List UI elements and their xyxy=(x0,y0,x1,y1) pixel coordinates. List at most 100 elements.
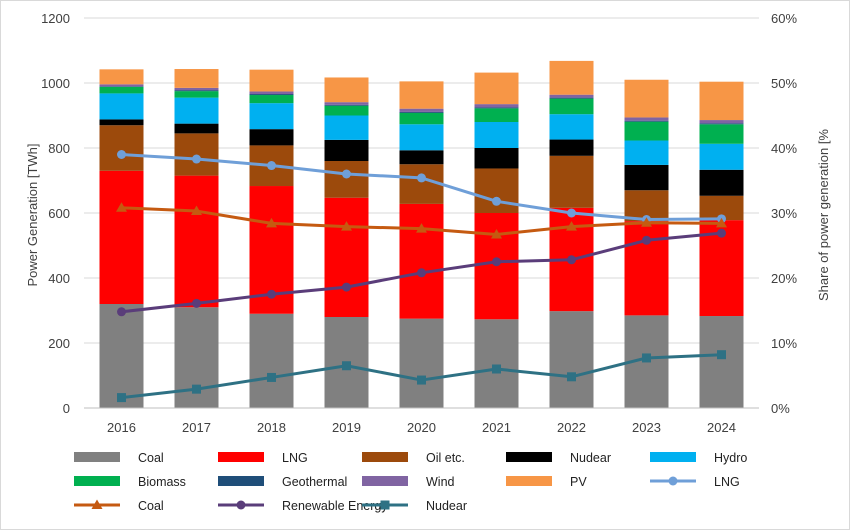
bar-pv-2021 xyxy=(474,72,519,105)
legend-swatch-lng xyxy=(218,452,264,462)
legend-swatch-hydro xyxy=(650,452,696,462)
bar-geothermal-2017 xyxy=(174,90,219,92)
bar-biomass-2019 xyxy=(324,105,369,116)
legend-label-pv: PV xyxy=(570,475,587,489)
bar-biomass-2018 xyxy=(249,95,294,104)
bar-biomass-2020 xyxy=(399,112,444,125)
x-tick-label: 2020 xyxy=(407,420,436,435)
point-coal-2018 xyxy=(266,217,277,228)
bar-geothermal-2020 xyxy=(399,111,444,113)
y-tick-label: 400 xyxy=(48,271,70,286)
bar-nudear-2016 xyxy=(99,119,144,126)
bar-pv-2020 xyxy=(399,81,444,109)
bar-lng-2016 xyxy=(99,170,144,304)
bar-wind-2018 xyxy=(249,91,294,95)
bar-wind-2022 xyxy=(549,94,594,98)
point-lng-2021 xyxy=(492,196,501,206)
point-coal-2020 xyxy=(416,223,427,233)
legend-label-coal: Coal xyxy=(138,499,164,513)
bar-oil-etc-2021 xyxy=(474,168,519,213)
bar-oil-etc-2017 xyxy=(174,133,219,176)
point-renewable-energy-2021 xyxy=(492,257,501,267)
bar-hydro-2017 xyxy=(174,97,219,124)
point-nudear-2019 xyxy=(342,361,351,371)
legend-label-wind: Wind xyxy=(426,475,455,489)
bar-pv-2023 xyxy=(624,79,669,118)
bar-geothermal-2016 xyxy=(99,86,144,87)
bar-wind-2017 xyxy=(174,87,219,91)
x-tick-label: 2021 xyxy=(482,420,511,435)
legend-label-nudear: Nudear xyxy=(570,451,611,465)
legend-label-geothermal: Geothermal xyxy=(282,475,347,489)
y2-tick-label: 40% xyxy=(771,141,797,156)
y-tick-label: 0 xyxy=(63,401,70,416)
point-lng-2020 xyxy=(417,173,426,183)
point-nudear-2024 xyxy=(717,350,726,360)
point-coal-2019 xyxy=(341,221,352,231)
y-axis-label: Power Generation [TWh] xyxy=(25,143,40,286)
point-nudear-2023 xyxy=(642,353,651,363)
y-tick-label: 1200 xyxy=(41,11,70,26)
bar-coal-2021 xyxy=(474,319,519,408)
legend-label-oil-etc: Oil etc. xyxy=(426,451,465,465)
y2-tick-label: 10% xyxy=(771,336,797,351)
bar-wind-2023 xyxy=(624,117,669,121)
bar-coal-2016 xyxy=(99,304,144,408)
bar-nudear-2023 xyxy=(624,164,669,191)
bar-pv-2018 xyxy=(249,69,294,92)
bar-lng-2017 xyxy=(174,175,219,308)
bar-wind-2019 xyxy=(324,102,369,105)
legend-marker-coal xyxy=(91,499,103,509)
bar-wind-2016 xyxy=(99,84,144,87)
bar-nudear-2021 xyxy=(474,148,519,169)
bar-biomass-2021 xyxy=(474,108,519,122)
bar-hydro-2016 xyxy=(99,93,144,120)
legend-marker-renewable-energy xyxy=(236,500,246,510)
point-renewable-energy-2018 xyxy=(267,289,276,299)
x-tick-label: 2023 xyxy=(632,420,661,435)
bar-geothermal-2023 xyxy=(624,120,669,122)
y-tick-label: 200 xyxy=(48,336,70,351)
legend-swatch-coal xyxy=(74,452,120,462)
bar-oil-etc-2016 xyxy=(99,125,144,171)
point-coal-2017 xyxy=(191,205,202,216)
bar-pv-2019 xyxy=(324,77,369,103)
legend-swatch-biomass xyxy=(74,476,120,486)
point-lng-2016 xyxy=(117,150,126,159)
bar-coal-2022 xyxy=(549,311,594,408)
point-nudear-2018 xyxy=(267,372,276,382)
legend-label-biomass: Biomass xyxy=(138,475,186,489)
legend-label-lng: LNG xyxy=(714,475,740,489)
y2-tick-label: 50% xyxy=(771,76,797,91)
bar-wind-2024 xyxy=(699,120,744,124)
x-tick-label: 2022 xyxy=(557,420,586,435)
bar-hydro-2023 xyxy=(624,140,669,165)
legend-swatch-nudear xyxy=(506,452,552,462)
y2-tick-label: 20% xyxy=(771,271,797,286)
bar-pv-2024 xyxy=(699,81,744,121)
point-renewable-energy-2022 xyxy=(567,255,576,265)
y-tick-label: 600 xyxy=(48,206,70,221)
legend: Coal LNG Oil etc. Nudear Hydro Biomass Geother… xyxy=(74,451,747,513)
x-tick-label: 2018 xyxy=(257,420,286,435)
bar-hydro-2019 xyxy=(324,115,369,140)
point-nudear-2021 xyxy=(492,364,501,374)
bar-wind-2020 xyxy=(399,108,444,112)
bar-nudear-2024 xyxy=(699,169,744,196)
bar-geothermal-2018 xyxy=(249,94,294,96)
bar-nudear-2017 xyxy=(174,123,219,134)
legend-marker-lng xyxy=(668,476,678,486)
point-coal-2022 xyxy=(566,221,577,231)
point-coal-2024 xyxy=(716,217,727,228)
point-renewable-energy-2019 xyxy=(342,282,351,292)
bar-geothermal-2024 xyxy=(699,123,744,125)
point-renewable-energy-2023 xyxy=(642,235,651,245)
bar-pv-2022 xyxy=(549,60,594,95)
point-lng-2018 xyxy=(267,161,276,171)
point-renewable-energy-2017 xyxy=(192,298,201,308)
legend-swatch-oil-etc xyxy=(362,452,408,462)
bar-coal-2018 xyxy=(249,313,294,408)
bar-biomass-2022 xyxy=(549,98,594,115)
bar-biomass-2017 xyxy=(174,91,219,98)
